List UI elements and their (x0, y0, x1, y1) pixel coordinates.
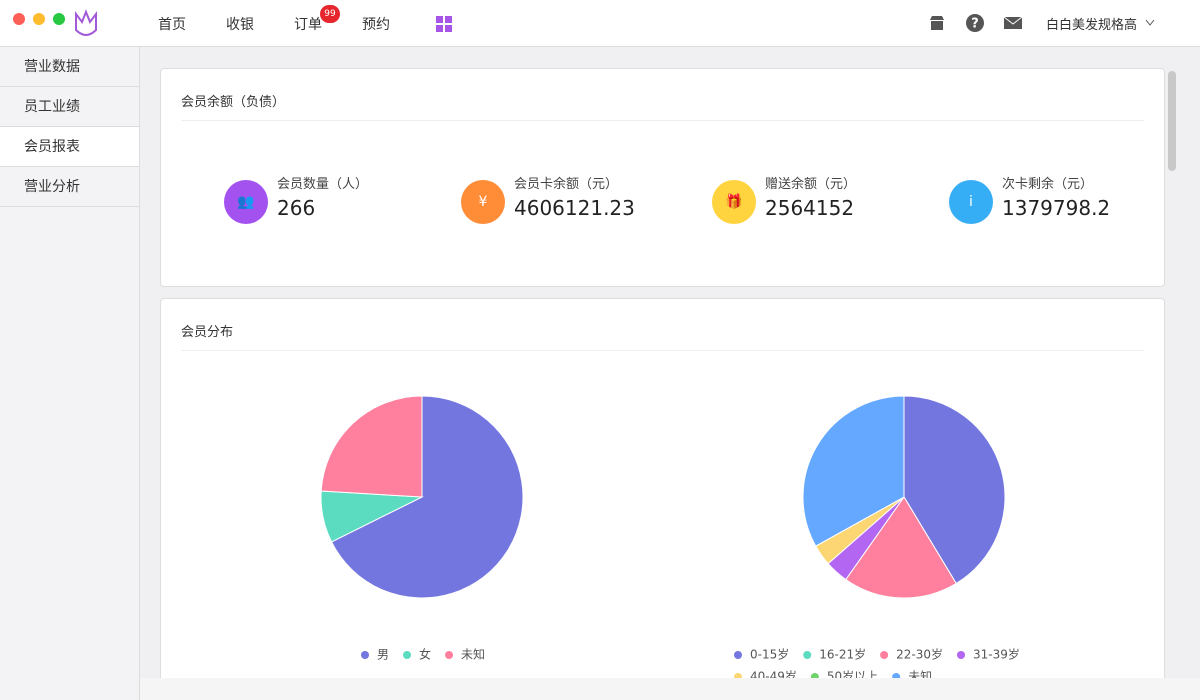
legend-item: 40-49岁 (734, 669, 797, 679)
pie-slice (903, 395, 1006, 585)
sidebar: 营业数据 员工业绩 会员报表 营业分析 (0, 47, 140, 700)
content: 会员余额（负债） 👥 会员数量（人） 266 ¥ 会员卡余额（元） 4606121.23 🎁… (140, 47, 1200, 678)
legend-swatch (803, 651, 812, 659)
legend-item: 未知 (445, 648, 485, 662)
legend-label: 未知 (461, 648, 485, 662)
nav-item[interactable]: 首页 (158, 17, 186, 33)
legend-swatch (361, 651, 369, 659)
stat-label: 次卡剩余（元） (1002, 177, 1094, 192)
title-bar: 首页 收银 订单 99 预约 ? 白白美发规格高 (0, 0, 1200, 47)
legend-swatch (892, 673, 901, 678)
stat-value: 4606121.23 (514, 196, 635, 220)
stat-label: 会员卡余额（元） (514, 177, 619, 192)
divider (181, 350, 1144, 351)
sidebar-item[interactable]: 员工业绩 (0, 87, 139, 127)
stat-icon: ¥ (461, 180, 505, 224)
stat-value: 2564152 (765, 196, 855, 220)
legend-item: 未知 (892, 670, 932, 679)
nav-item[interactable]: 订单 (294, 17, 322, 33)
legend-label: 未知 (908, 670, 932, 679)
mail-icon[interactable] (1003, 15, 1023, 31)
stat-value: 266 (277, 196, 316, 220)
legend-swatch (957, 651, 965, 659)
stat-label: 会员数量（人） (277, 177, 369, 192)
legend-swatch (403, 651, 412, 659)
card-title: 会员分布 (181, 325, 234, 340)
balance-card: 会员余额（负债） 👥 会员数量（人） 266 ¥ 会员卡余额（元） 4606121.23 🎁… (160, 68, 1165, 287)
stat-icon: i (949, 180, 993, 224)
sidebar-item[interactable]: 会员报表 (0, 127, 139, 167)
nav-item[interactable]: 预约 (362, 17, 390, 33)
store-selector[interactable]: 白白美发规格高 (1046, 18, 1138, 33)
legend-item: 男 (361, 648, 389, 662)
legend-label: 50岁以上 (827, 669, 878, 679)
legend-item: 31-39岁 (957, 647, 1020, 662)
pie-slice (320, 395, 423, 498)
legend-label: 16-21岁 (819, 647, 866, 662)
legend-label: 男 (377, 648, 389, 662)
stat-value: 1379798.2 (1002, 196, 1111, 220)
pie-slice (845, 496, 957, 599)
legend-item: 0-15岁 (734, 647, 789, 662)
sidebar-item[interactable]: 营业分析 (0, 167, 139, 207)
apps-icon[interactable] (436, 16, 452, 32)
legend-label: 0-15岁 (750, 647, 789, 662)
help-icon[interactable]: ? (965, 13, 985, 33)
nav-item[interactable]: 收银 (226, 17, 254, 33)
charts: 男女未知 0-15岁 16-21岁 22-30岁 31-39岁40-49岁 50岁以上 未知 (320, 395, 1020, 679)
legend-label: 22-30岁 (896, 647, 943, 662)
stat-icon: 🎁 (712, 180, 756, 224)
svg-text:?: ? (971, 17, 979, 32)
stat-icon: 👥 (224, 180, 268, 224)
pie-slice (802, 395, 905, 547)
store-icon[interactable] (929, 15, 945, 31)
legend-label: 女 (419, 647, 431, 662)
legend-item: 22-30岁 (880, 647, 943, 662)
legend-swatch (734, 651, 742, 659)
legend-item: 50岁以上 (810, 669, 878, 679)
legend-label: 31-39岁 (973, 647, 1020, 662)
legend-item: 女 (403, 647, 431, 662)
legend-swatch (880, 651, 889, 659)
scrollbar[interactable] (1168, 71, 1176, 171)
minimize-button[interactable] (33, 13, 45, 25)
logo (75, 9, 97, 36)
legend-item: 16-21岁 (803, 647, 866, 662)
zoom-button[interactable] (53, 13, 65, 25)
legend-label: 40-49岁 (750, 669, 797, 679)
badge: 99 (320, 5, 340, 23)
footer-bar (140, 678, 1200, 700)
legend-swatch (445, 651, 454, 659)
dropdown-arrow[interactable] (1145, 19, 1155, 27)
divider (181, 120, 1144, 121)
close-button[interactable] (13, 13, 25, 25)
pie-slice (330, 395, 524, 599)
card-title: 会员余额（负债） (181, 95, 286, 110)
sidebar-item[interactable]: 营业数据 (0, 47, 139, 87)
legend-swatch (734, 673, 742, 678)
legend-swatch (810, 673, 819, 678)
distribution-card: 会员分布 男女未知 0-15岁 16-21岁 22-30岁 31-39岁 40-49岁 50… (160, 298, 1165, 678)
stat-label: 赠送余额（元） (765, 177, 857, 192)
